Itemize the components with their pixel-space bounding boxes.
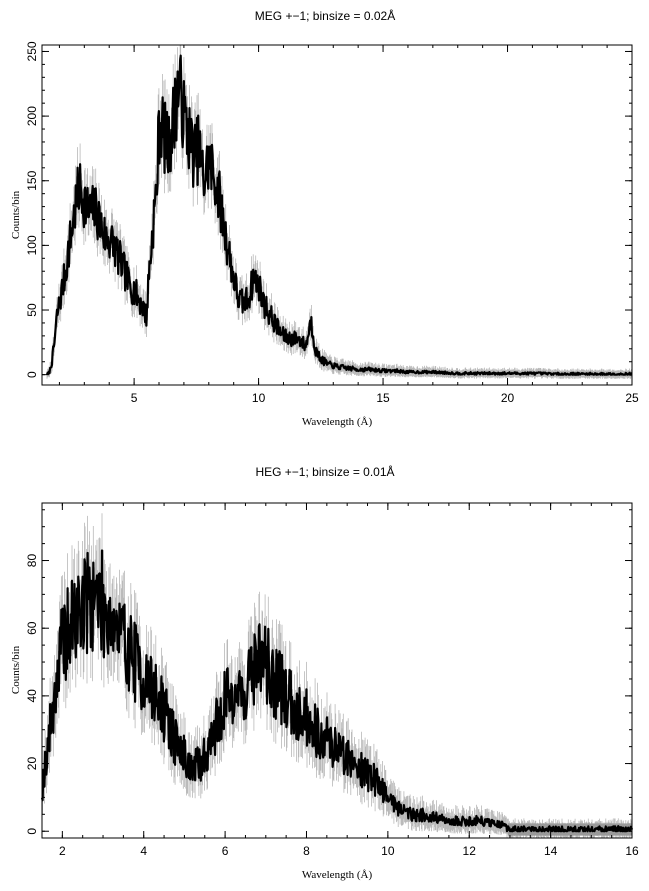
chart-title: HEG +−1; binsize = 0.01Å — [255, 464, 394, 479]
y-tick-label: 0 — [25, 371, 39, 378]
y-tick-label: 200 — [25, 106, 39, 126]
y-axis-label: Counts/bin — [10, 190, 22, 239]
x-axis: 5 10 15 20 25 — [58, 45, 639, 405]
x-tick-label: 6 — [222, 844, 229, 858]
y-tick-label: 40 — [25, 689, 39, 703]
x-tick-label: 10 — [252, 391, 266, 405]
chart-heg: HEG +−1; binsize = 0.01Å Wavelength (Å) … — [10, 464, 639, 881]
x-axis-label: Wavelength (Å) — [302, 416, 373, 428]
x-tick-label: 12 — [463, 844, 477, 858]
x-axis: 2 4 6 8 10 12 14 16 — [41, 503, 639, 858]
y-axis-label: Counts/bin — [10, 645, 22, 694]
x-tick-label: 16 — [625, 844, 639, 858]
y-tick-label: 250 — [25, 41, 39, 61]
y-tick-label: 50 — [25, 303, 39, 317]
x-tick-label: 20 — [501, 391, 515, 405]
x-tick-label: 2 — [59, 844, 66, 858]
plot-frame — [41, 44, 633, 386]
x-tick-label: 8 — [303, 844, 310, 858]
series-line — [45, 54, 633, 376]
chart-title: MEG +−1; binsize = 0.02Å — [255, 8, 395, 23]
x-tick-label: 15 — [376, 391, 390, 405]
error-bars — [46, 45, 633, 379]
error-bars — [41, 513, 633, 838]
series-line — [40, 549, 634, 833]
y-tick-label: 100 — [25, 235, 39, 255]
x-tick-label: 5 — [131, 391, 138, 405]
x-tick-label: 4 — [140, 844, 147, 858]
y-tick-label: 150 — [25, 170, 39, 190]
y-tick-label: 0 — [25, 828, 39, 835]
y-axis: 0 50 100 150 200 250 — [25, 41, 632, 378]
x-tick-label: 10 — [381, 844, 395, 858]
chart-meg: MEG +−1; binsize = 0.02Å Wavelength (Å) … — [10, 8, 639, 428]
plot-frame — [41, 502, 633, 839]
y-tick-label: 20 — [25, 757, 39, 771]
y-tick-label: 60 — [25, 621, 39, 635]
x-axis-label: Wavelength (Å) — [302, 869, 373, 881]
x-tick-label: 25 — [625, 391, 639, 405]
x-tick-label: 14 — [544, 844, 558, 858]
y-tick-label: 80 — [25, 554, 39, 568]
y-axis: 0 20 40 60 80 — [25, 509, 632, 835]
plot-area: 2 4 6 8 10 12 14 16 0 20 40 60 80 — [25, 502, 639, 858]
